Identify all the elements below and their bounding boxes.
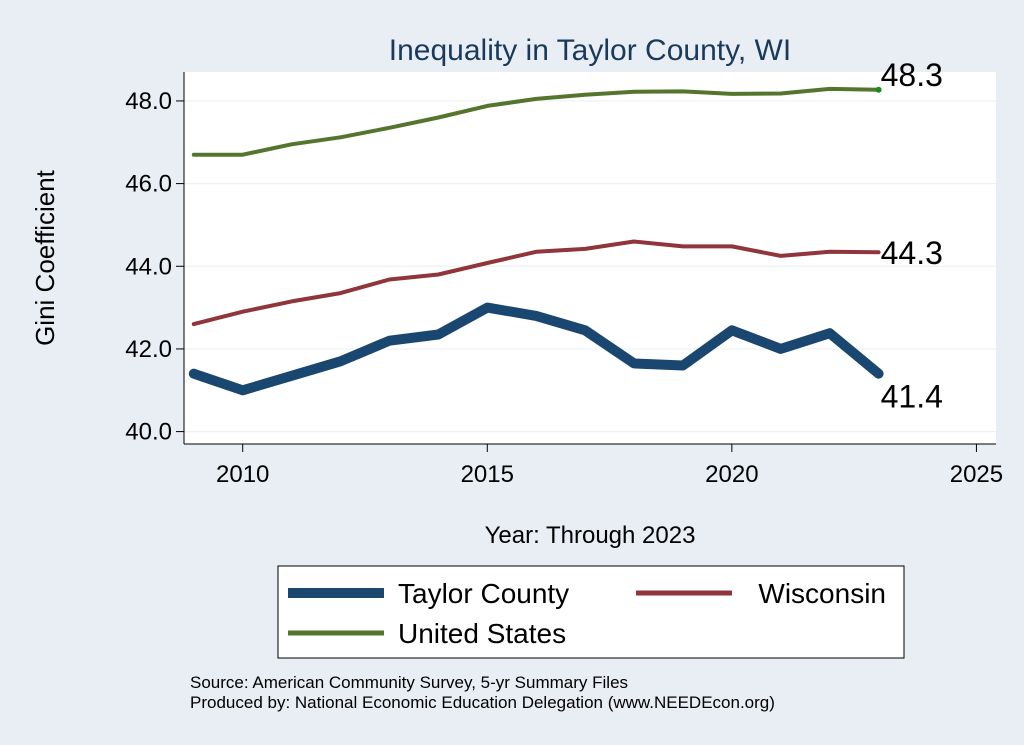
source-line-2: Produced by: National Economic Education… bbox=[190, 693, 775, 712]
y-tick-label: 42.0 bbox=[125, 336, 172, 363]
axes: 40.0 42.0 44.0 46.0 48.0 2010 2015 2020 2025 bbox=[125, 72, 1003, 488]
end-labels: 41.4 44.3 48.3 bbox=[875, 57, 943, 415]
y-tick-label: 40.0 bbox=[125, 419, 172, 446]
series-line bbox=[191, 86, 881, 157]
legend-label: Taylor County bbox=[398, 578, 569, 609]
gridlines bbox=[184, 100, 996, 433]
series-end-label: 48.3 bbox=[881, 57, 943, 93]
y-tick-label: 46.0 bbox=[125, 171, 172, 198]
series-end-label: 44.3 bbox=[881, 235, 943, 271]
series-end-label: 41.4 bbox=[881, 379, 943, 415]
x-tick-label: 2015 bbox=[461, 461, 514, 488]
legend-box bbox=[277, 565, 905, 659]
legend-label: Wisconsin bbox=[758, 578, 886, 609]
x-tick-label: 2010 bbox=[216, 461, 269, 488]
y-tick-label: 44.0 bbox=[125, 253, 172, 280]
y-axis-label: Gini Coefficient bbox=[30, 169, 60, 346]
source-line-1: Source: American Community Survey, 5-yr … bbox=[190, 673, 628, 692]
x-axis-label: Year: Through 2023 bbox=[485, 522, 696, 549]
y-tick-label: 48.0 bbox=[125, 88, 172, 115]
x-tick-label: 2025 bbox=[950, 461, 1003, 488]
series-lines bbox=[188, 86, 884, 396]
chart-title: Inequality in Taylor County, WI bbox=[389, 34, 791, 67]
legend-label: United States bbox=[398, 618, 566, 649]
series-line bbox=[191, 239, 881, 327]
x-tick-label: 2020 bbox=[705, 461, 758, 488]
series-line bbox=[188, 302, 884, 396]
plot-background bbox=[184, 72, 996, 444]
series-end-marker bbox=[875, 86, 882, 93]
legend: Taylor County Wisconsin United States bbox=[277, 565, 905, 659]
